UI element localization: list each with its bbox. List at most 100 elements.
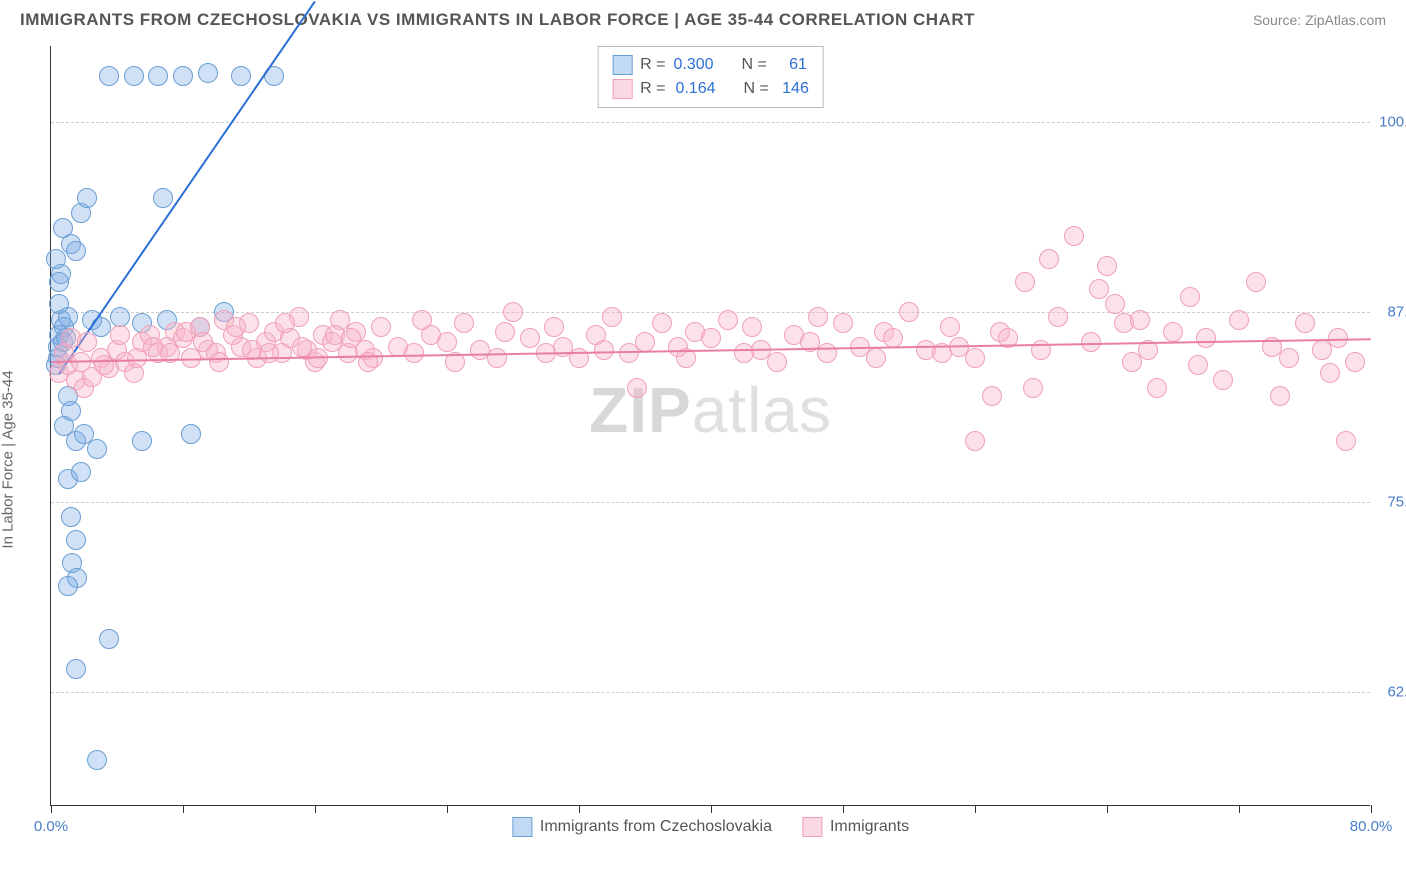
data-point <box>965 348 985 368</box>
n-value-blue: 61 <box>775 53 807 77</box>
data-point <box>495 322 515 342</box>
gridline <box>51 692 1370 693</box>
n-label: N = <box>742 53 767 77</box>
data-point <box>193 332 213 352</box>
data-point <box>1089 279 1109 299</box>
gridline <box>51 502 1370 503</box>
x-tick-label: 80.0% <box>1350 818 1393 835</box>
data-point <box>437 332 457 352</box>
x-tick <box>843 805 844 813</box>
data-point <box>77 188 97 208</box>
gridline <box>51 122 1370 123</box>
data-point <box>1163 322 1183 342</box>
data-point <box>652 313 672 333</box>
data-point <box>66 241 86 261</box>
n-value-pink: 146 <box>777 77 809 101</box>
y-tick-label: 87.5% <box>1375 304 1406 321</box>
data-point <box>569 348 589 368</box>
data-point <box>1295 313 1315 333</box>
data-point <box>1213 370 1233 390</box>
data-point <box>1188 355 1208 375</box>
series-name-pink: Immigrants <box>830 818 909 836</box>
data-point <box>341 328 361 348</box>
data-point <box>866 348 886 368</box>
data-point <box>148 66 168 86</box>
data-point <box>1180 287 1200 307</box>
data-point <box>520 328 540 348</box>
watermark-light: atlas <box>692 374 832 446</box>
data-point <box>124 66 144 86</box>
legend-row-blue: R = 0.300 N = 61 <box>612 53 809 77</box>
data-point <box>454 313 474 333</box>
data-point <box>110 307 130 327</box>
data-point <box>1105 294 1125 314</box>
y-axis-label: In Labor Force | Age 35-44 <box>0 370 17 548</box>
data-point <box>602 307 622 327</box>
data-point <box>153 188 173 208</box>
r-label: R = <box>640 53 665 77</box>
correlation-legend: R = 0.300 N = 61 R = 0.164 N = 146 <box>597 46 824 108</box>
data-point <box>1097 256 1117 276</box>
data-point <box>275 313 295 333</box>
data-point <box>627 378 647 398</box>
data-point <box>718 310 738 330</box>
y-tick-label: 62.5% <box>1375 684 1406 701</box>
data-point <box>808 307 828 327</box>
y-tick-label: 75.0% <box>1375 494 1406 511</box>
data-point <box>742 317 762 337</box>
x-tick <box>1239 805 1240 813</box>
scatter-plot: ZIPatlas R = 0.300 N = 61 R = 0.164 N = … <box>50 46 1370 806</box>
data-point <box>173 66 193 86</box>
x-tick <box>51 805 52 813</box>
data-point <box>1048 307 1068 327</box>
data-point <box>1270 386 1290 406</box>
series-name-blue: Immigrants from Czechoslovakia <box>540 818 772 836</box>
data-point <box>1015 272 1035 292</box>
legend-swatch-blue-2 <box>512 817 532 837</box>
r-label-2: R = <box>640 77 665 101</box>
data-point <box>767 352 787 372</box>
data-point <box>99 629 119 649</box>
r-value-pink: 0.164 <box>674 77 716 101</box>
data-point <box>1229 310 1249 330</box>
x-tick <box>183 805 184 813</box>
data-point <box>940 317 960 337</box>
x-tick <box>447 805 448 813</box>
data-point <box>965 431 985 451</box>
series-legend: Immigrants from Czechoslovakia Immigrant… <box>512 817 909 837</box>
data-point <box>701 328 721 348</box>
data-point <box>594 340 614 360</box>
data-point <box>817 343 837 363</box>
data-point <box>404 343 424 363</box>
chart-title: IMMIGRANTS FROM CZECHOSLOVAKIA VS IMMIGR… <box>20 10 975 30</box>
data-point <box>1147 378 1167 398</box>
n-label-2: N = <box>744 77 769 101</box>
data-point <box>1279 348 1299 368</box>
data-point <box>487 348 507 368</box>
chart-container: In Labor Force | Age 35-44 ZIPatlas R = … <box>0 36 1406 866</box>
title-bar: IMMIGRANTS FROM CZECHOSLOVAKIA VS IMMIGR… <box>0 0 1406 36</box>
data-point <box>1320 363 1340 383</box>
data-point <box>1196 328 1216 348</box>
r-value-blue: 0.300 <box>674 53 714 77</box>
data-point <box>66 530 86 550</box>
data-point <box>58 307 78 327</box>
data-point <box>982 386 1002 406</box>
data-point <box>71 462 91 482</box>
x-tick <box>1371 805 1372 813</box>
data-point <box>1130 310 1150 330</box>
data-point <box>198 63 218 83</box>
data-point <box>833 313 853 333</box>
data-point <box>110 325 130 345</box>
watermark: ZIPatlas <box>589 373 832 447</box>
data-point <box>87 750 107 770</box>
data-point <box>231 66 251 86</box>
data-point <box>899 302 919 322</box>
data-point <box>1023 378 1043 398</box>
data-point <box>49 272 69 292</box>
legend-item-pink: Immigrants <box>802 817 909 837</box>
data-point <box>503 302 523 322</box>
data-point <box>132 431 152 451</box>
data-point <box>371 317 391 337</box>
data-point <box>46 249 66 269</box>
